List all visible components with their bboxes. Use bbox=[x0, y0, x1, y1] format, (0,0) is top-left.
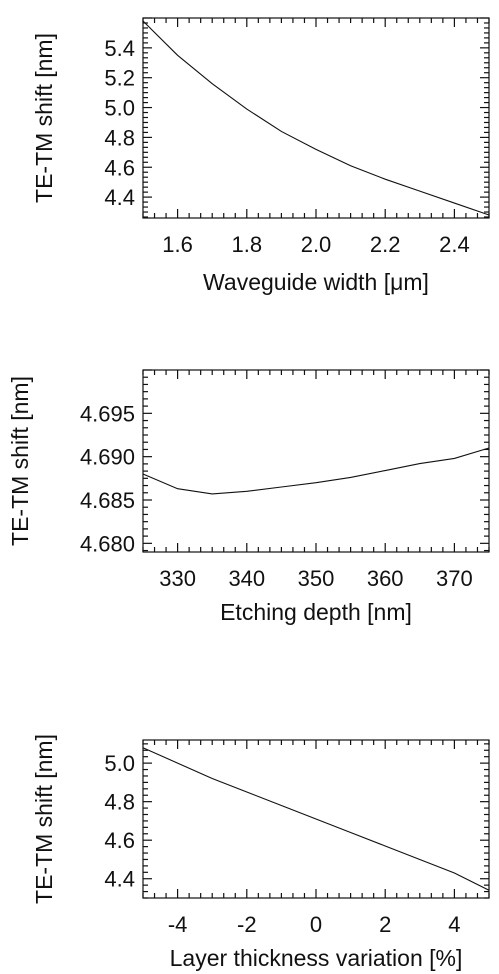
x-tick-label: -4 bbox=[168, 912, 188, 937]
data-line bbox=[142, 20, 490, 216]
y-tick-label: 5.2 bbox=[104, 66, 135, 91]
x-tick-label: -2 bbox=[237, 912, 257, 937]
x-tick-label: 2.2 bbox=[370, 232, 401, 257]
data-line bbox=[142, 447, 490, 495]
x-tick-label: 350 bbox=[298, 566, 335, 591]
y-tick-label: 4.6 bbox=[104, 155, 135, 180]
x-tick-label: 330 bbox=[159, 566, 196, 591]
x-axis-label: Waveguide width [μm] bbox=[203, 269, 429, 295]
y-tick-label: 4.4 bbox=[104, 867, 135, 892]
y-tick-label: 5.0 bbox=[104, 96, 135, 121]
data-line bbox=[142, 747, 490, 891]
y-axis-label: TE-TM shift [nm] bbox=[31, 734, 57, 904]
y-axis-label: TE-TM shift [nm] bbox=[7, 376, 33, 546]
y-tick-label: 4.8 bbox=[104, 790, 135, 815]
x-axis-label: Etching depth [nm] bbox=[220, 599, 412, 625]
y-tick-label: 4.8 bbox=[104, 125, 135, 150]
x-tick-label: 1.6 bbox=[162, 232, 193, 257]
y-tick-label: 4.6 bbox=[104, 828, 135, 853]
y-tick-label: 4.685 bbox=[80, 488, 135, 513]
chart-panel-2: 330 340 350 360 370 4.680 4.685 4.690 4.695 Etchi… bbox=[7, 369, 490, 625]
x-tick-label: 340 bbox=[228, 566, 265, 591]
x-tick-label: 370 bbox=[436, 566, 473, 591]
x-tick-label: 2 bbox=[379, 912, 391, 937]
plot-frame bbox=[142, 17, 490, 219]
y-tick-label: 4.4 bbox=[104, 185, 135, 210]
x-tick-label: 2.0 bbox=[301, 232, 332, 257]
y-tick-label: 4.680 bbox=[80, 531, 135, 556]
y-tick-label: 5.4 bbox=[104, 36, 135, 61]
chart-panel-1: 1.6 1.8 2.0 2.2 2.4 4.4 4.6 4.8 5.0 5.2 5.4 Wavegui… bbox=[31, 17, 490, 295]
chart-panel-3: -4 -2 0 2 4 4.4 4.6 4.8 5.0 Layer thickness varia… bbox=[31, 734, 490, 971]
y-tick-label: 4.695 bbox=[80, 401, 135, 426]
y-tick-label: 4.690 bbox=[80, 445, 135, 470]
x-tick-label: 1.8 bbox=[232, 232, 263, 257]
y-tick-label: 5.0 bbox=[104, 751, 135, 776]
x-tick-label: 4 bbox=[448, 912, 460, 937]
x-tick-label: 0 bbox=[310, 912, 322, 937]
y-axis-label: TE-TM shift [nm] bbox=[31, 33, 57, 203]
x-tick-label: 360 bbox=[367, 566, 404, 591]
x-tick-label: 2.4 bbox=[439, 232, 470, 257]
x-axis-label: Layer thickness variation [%] bbox=[170, 945, 463, 971]
